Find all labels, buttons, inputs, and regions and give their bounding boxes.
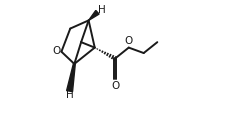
Text: O: O <box>111 81 119 91</box>
Text: H: H <box>66 90 73 100</box>
Polygon shape <box>67 64 75 92</box>
Polygon shape <box>89 10 99 20</box>
Text: O: O <box>52 46 61 56</box>
Text: O: O <box>125 36 133 46</box>
Text: H: H <box>98 5 105 15</box>
